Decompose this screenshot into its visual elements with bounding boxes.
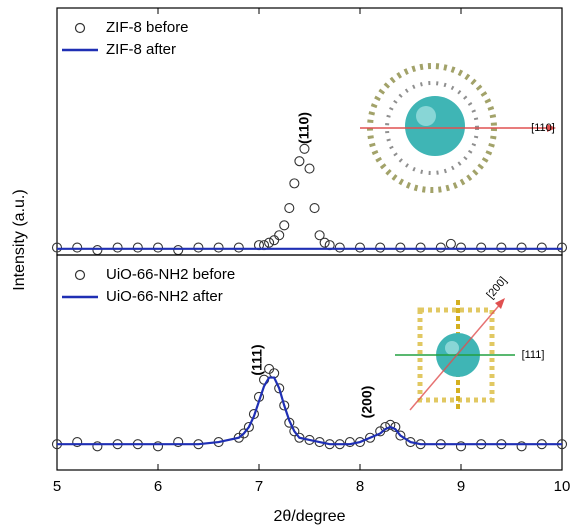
x-tick-label: 10 [554, 478, 571, 495]
data-point [445, 238, 456, 249]
data-point [516, 242, 527, 253]
data-line [57, 376, 562, 446]
data-point [92, 245, 103, 256]
data-point [385, 419, 396, 430]
data-point [284, 203, 295, 214]
data-point [365, 432, 376, 443]
legend-marker [74, 22, 86, 34]
data-point [344, 436, 355, 448]
y-axis-label: Intensity (a.u.) [11, 189, 28, 290]
legend-label: UiO-66-NH2 before [106, 266, 235, 283]
data-point [334, 242, 345, 253]
legend-label: UiO-66-NH2 after [106, 288, 223, 305]
data-point [72, 436, 83, 448]
data-point [435, 242, 446, 253]
data-point [274, 383, 285, 394]
data-point [516, 441, 527, 452]
data-point [264, 237, 275, 248]
plot-frame [56, 254, 563, 471]
data-point [299, 143, 310, 154]
x-axis-label: 2θ/degree [273, 508, 345, 525]
data-point [92, 441, 103, 452]
legend-label: ZIF-8 after [106, 41, 176, 58]
data-point [496, 242, 507, 253]
data-point [455, 242, 467, 253]
data-point [314, 230, 325, 241]
uio66-structure [395, 298, 515, 412]
annotation: (110) [296, 112, 312, 144]
data-point [173, 436, 184, 448]
data-point [243, 421, 254, 433]
data-point [319, 237, 330, 248]
data-point [395, 430, 406, 441]
data-point [269, 235, 280, 246]
legend-label: ZIF-8 before [106, 19, 189, 36]
data-point [233, 242, 244, 253]
data-point [193, 242, 204, 253]
annotation: [111] [522, 349, 545, 361]
data-point [289, 178, 300, 189]
data-point [279, 400, 290, 411]
x-tick-label: 8 [356, 478, 364, 495]
data-point [304, 163, 315, 174]
data-point [354, 242, 366, 253]
annotation: (200) [359, 386, 375, 419]
zif8-structure [360, 63, 556, 193]
annotation: [200] [484, 275, 509, 301]
data-point [395, 242, 406, 253]
data-point [152, 441, 164, 452]
data-point [309, 203, 320, 214]
data-point [279, 220, 290, 231]
data-point [289, 426, 300, 437]
annotation: (111) [249, 344, 265, 375]
data-point [51, 242, 63, 253]
data-point [556, 242, 568, 253]
x-tick-label: 6 [154, 478, 162, 495]
data-point [415, 242, 426, 253]
data-point [213, 242, 224, 253]
x-tick-label: 5 [53, 478, 61, 495]
data-point [455, 441, 467, 452]
data-point [375, 242, 386, 253]
data-point [294, 156, 305, 167]
x-tick-label: 9 [457, 478, 465, 495]
data-point [132, 242, 143, 253]
data-point [274, 230, 285, 241]
data-point [476, 242, 487, 253]
data-point [238, 428, 249, 439]
data-point [173, 245, 184, 256]
data-point [536, 242, 547, 253]
data-point [152, 242, 164, 253]
x-tick-label: 7 [255, 478, 263, 495]
data-point [72, 242, 83, 253]
legend-marker [74, 269, 86, 281]
annotation: [110] [531, 122, 555, 134]
data-point [112, 242, 123, 253]
